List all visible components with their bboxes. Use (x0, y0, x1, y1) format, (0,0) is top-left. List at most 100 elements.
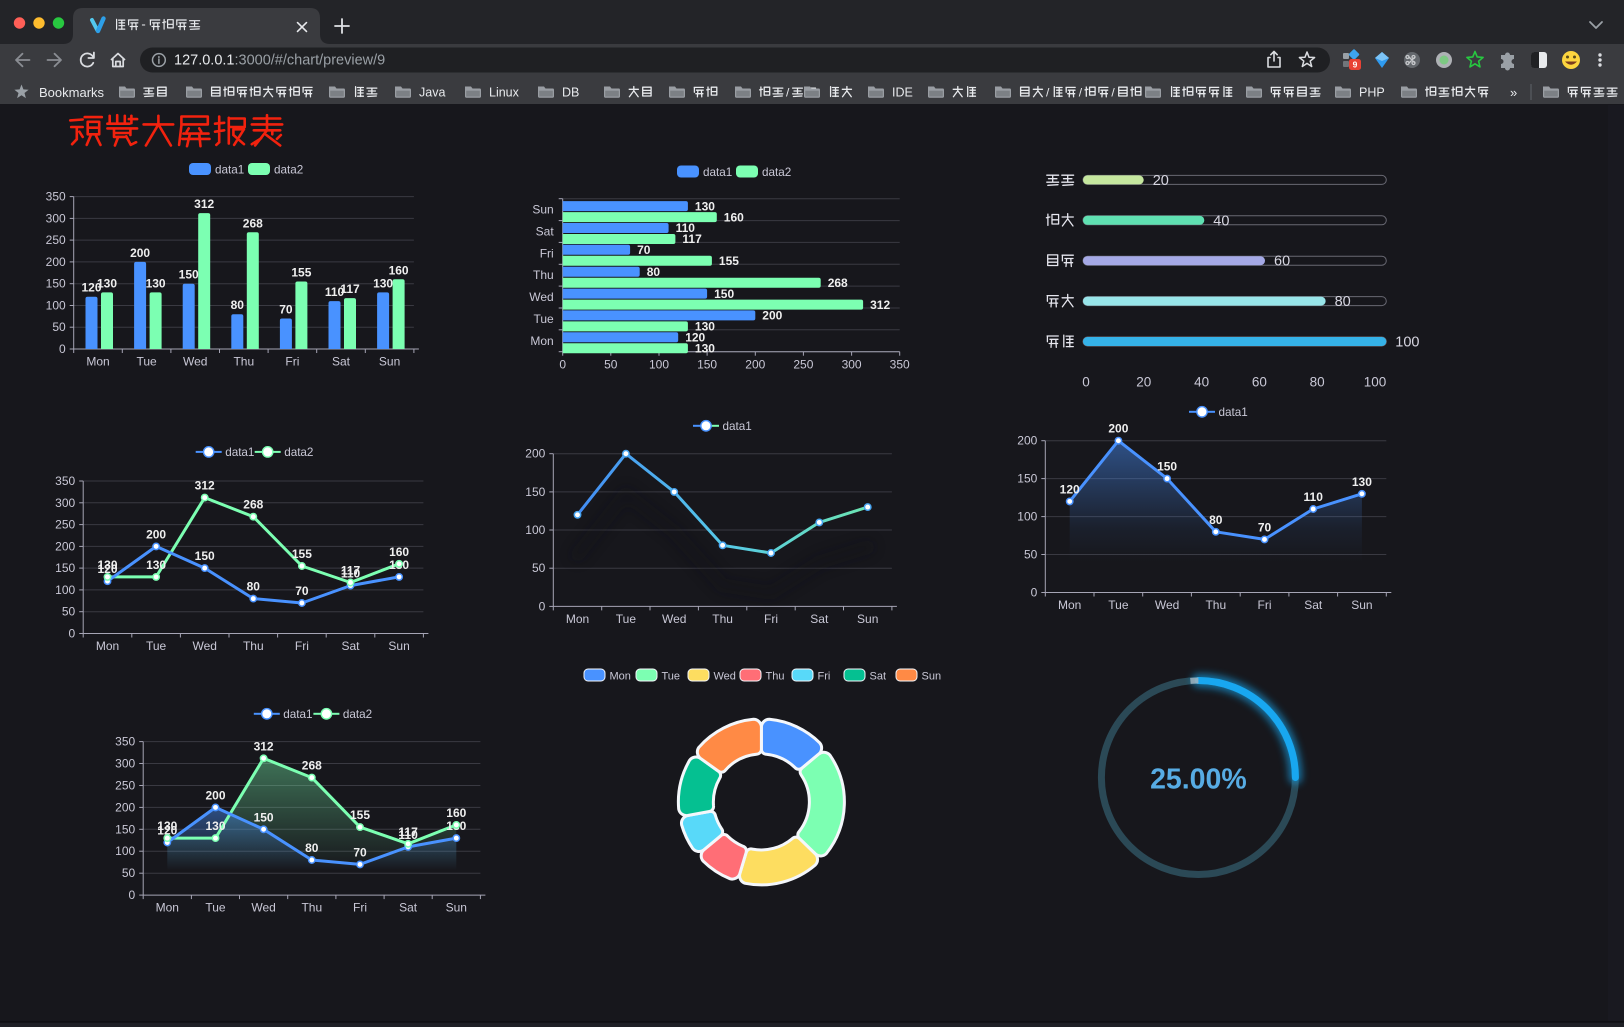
svg-text:Sun: Sun (922, 670, 942, 682)
svg-text:110: 110 (325, 285, 345, 299)
svg-text:200: 200 (1108, 422, 1128, 436)
svg-text:200: 200 (115, 800, 135, 814)
svg-text:160: 160 (446, 806, 466, 820)
svg-text:Tue: Tue (136, 355, 157, 369)
svg-text:50: 50 (604, 358, 618, 372)
svg-text:Mon: Mon (610, 670, 631, 682)
svg-text:117: 117 (340, 282, 360, 296)
svg-text:Wed: Wed (662, 612, 686, 626)
svg-text:150: 150 (1157, 460, 1177, 474)
svg-text:Sat: Sat (332, 355, 351, 369)
svg-text:100: 100 (525, 523, 545, 537)
svg-text:data1: data1 (225, 446, 254, 459)
svg-text:70: 70 (295, 584, 309, 598)
svg-text:120: 120 (685, 331, 705, 345)
svg-text:60: 60 (1274, 254, 1290, 270)
svg-text:155: 155 (719, 254, 739, 268)
svg-text:110: 110 (398, 828, 418, 842)
svg-text:Fri: Fri (764, 612, 778, 626)
svg-text:312: 312 (254, 739, 274, 753)
svg-text:Tue: Tue (533, 312, 554, 326)
svg-text:155: 155 (291, 266, 311, 280)
svg-text:Wed: Wed (183, 355, 207, 369)
svg-text:Sun: Sun (1351, 598, 1372, 612)
svg-text:150: 150 (254, 810, 274, 824)
svg-text:Sat: Sat (536, 225, 555, 239)
svg-text:80: 80 (1335, 294, 1351, 310)
svg-text:120: 120 (97, 562, 117, 576)
svg-text:300: 300 (55, 496, 75, 510)
svg-text:80: 80 (1310, 375, 1325, 390)
svg-text:300: 300 (842, 358, 862, 372)
svg-text:268: 268 (302, 759, 322, 773)
svg-text:Thu: Thu (233, 355, 254, 369)
svg-text:80: 80 (247, 580, 261, 594)
svg-text:Thu: Thu (243, 639, 264, 653)
svg-text:0: 0 (1031, 586, 1038, 600)
svg-text:Fri: Fri (353, 901, 367, 915)
svg-text:Tue: Tue (146, 639, 167, 653)
svg-text:Thu: Thu (533, 268, 554, 282)
svg-text:130: 130 (157, 819, 177, 833)
svg-text:60: 60 (1252, 375, 1267, 390)
svg-text:200: 200 (46, 255, 66, 269)
svg-text:80: 80 (1209, 513, 1223, 527)
svg-text:100: 100 (46, 299, 66, 313)
svg-text:Sun: Sun (388, 639, 409, 653)
svg-text:Wed: Wed (1155, 598, 1179, 612)
svg-text:data1: data1 (703, 166, 732, 179)
svg-text:100: 100 (1017, 510, 1037, 524)
svg-text:100: 100 (55, 583, 75, 597)
svg-text:160: 160 (724, 210, 744, 224)
svg-text:130: 130 (695, 342, 715, 356)
svg-text:130: 130 (97, 276, 117, 290)
svg-text:0: 0 (69, 627, 76, 641)
svg-text:100: 100 (1364, 375, 1387, 390)
svg-text:Sat: Sat (870, 670, 887, 682)
svg-text:Mon: Mon (530, 334, 553, 348)
svg-text:Tue: Tue (205, 901, 226, 915)
svg-text:200: 200 (130, 246, 150, 260)
svg-text:200: 200 (1017, 434, 1037, 448)
svg-text:40: 40 (1213, 213, 1229, 229)
svg-text:PHP: PHP (1359, 86, 1385, 100)
svg-text:312: 312 (870, 298, 890, 312)
svg-text:130: 130 (695, 199, 715, 213)
svg-text:Fri: Fri (1258, 598, 1272, 612)
svg-text:Fri: Fri (540, 246, 554, 260)
svg-text:»: » (1510, 85, 1517, 100)
svg-text:Sun: Sun (379, 355, 400, 369)
svg-text:155: 155 (350, 808, 370, 822)
svg-text:Fri: Fri (818, 670, 831, 682)
svg-text:80: 80 (231, 298, 245, 312)
svg-text:130: 130 (146, 558, 166, 572)
svg-text:50: 50 (532, 561, 546, 575)
svg-text:100: 100 (1395, 335, 1419, 351)
svg-text:Mon: Mon (86, 355, 109, 369)
svg-text:Sun: Sun (446, 901, 467, 915)
svg-text:250: 250 (793, 358, 813, 372)
svg-text:160: 160 (389, 545, 409, 559)
svg-text:40: 40 (1194, 375, 1209, 390)
svg-text:/: / (1046, 86, 1050, 100)
svg-text:20: 20 (1153, 173, 1169, 189)
svg-text:350: 350 (55, 474, 75, 488)
svg-text:120: 120 (1060, 482, 1080, 496)
svg-text:268: 268 (243, 498, 263, 512)
svg-text:Mon: Mon (156, 901, 179, 915)
svg-text:150: 150 (46, 277, 66, 291)
svg-text:data2: data2 (284, 446, 313, 459)
svg-text:Wed: Wed (192, 639, 216, 653)
svg-text:150: 150 (525, 485, 545, 499)
svg-text:70: 70 (353, 845, 367, 859)
svg-text:Tue: Tue (1108, 598, 1129, 612)
svg-text:50: 50 (122, 866, 136, 880)
svg-text:110: 110 (676, 221, 696, 235)
svg-text:Tue: Tue (616, 612, 637, 626)
svg-text:Mon: Mon (566, 612, 589, 626)
svg-text:70: 70 (279, 303, 293, 317)
svg-text:Thu: Thu (712, 612, 733, 626)
svg-text:110: 110 (341, 567, 361, 581)
svg-text:0: 0 (559, 358, 566, 372)
svg-text:/: / (1079, 86, 1083, 100)
